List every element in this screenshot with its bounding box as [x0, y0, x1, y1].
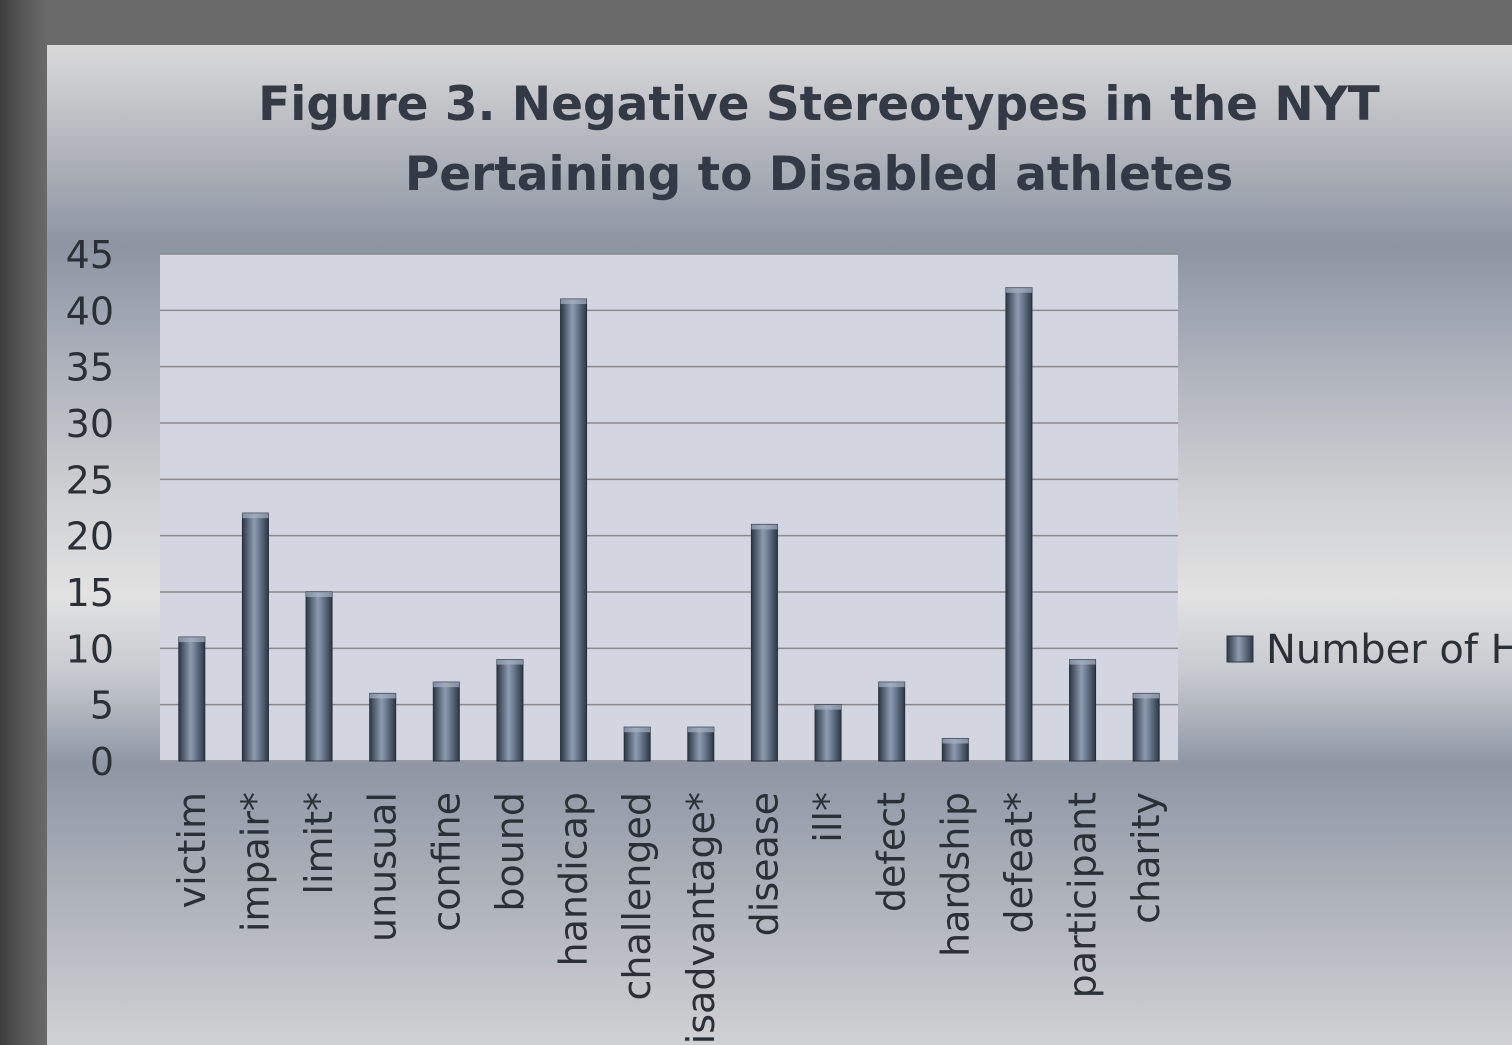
bar-cap: [942, 738, 969, 744]
x-category-label: disadvantage*: [679, 792, 723, 1045]
x-axis-labels: victim impair* limit* unusual confine bound ha…: [170, 792, 1168, 1045]
bar-defeat: [1005, 287, 1033, 762]
bar-challenged: [623, 726, 651, 762]
y-tick-label: 45: [66, 233, 114, 277]
x-category-label: bound: [488, 792, 532, 912]
legend: Number of H: [1226, 627, 1512, 673]
y-tick-label: 40: [66, 289, 114, 333]
y-tick-label: 25: [66, 458, 114, 502]
x-category-label: hardship: [933, 792, 977, 957]
x-category-label: disease: [742, 792, 786, 936]
bar-cap: [687, 727, 714, 733]
bar-disease: [750, 523, 778, 762]
bar-cap: [369, 693, 396, 699]
x-category-label: defect: [870, 792, 914, 912]
x-category-label: confine: [424, 792, 468, 932]
bar-cap: [242, 513, 269, 519]
bar-cap: [878, 682, 905, 688]
y-tick-label: 15: [66, 571, 114, 615]
bar-cap: [751, 524, 778, 530]
bar-victim: [178, 636, 206, 762]
bar-limit: [305, 591, 333, 762]
y-tick-label: 0: [90, 740, 114, 784]
legend-label: Number of H: [1266, 627, 1512, 673]
x-category-label: handicap: [552, 792, 596, 966]
bars: [178, 287, 1160, 762]
bar-cap: [1133, 693, 1160, 699]
bar-cap: [815, 704, 842, 710]
y-tick-label: 5: [90, 684, 114, 728]
x-category-label: victim: [170, 792, 214, 908]
x-category-label: limit*: [297, 792, 341, 895]
bar-impair: [241, 512, 269, 762]
x-category-label: charity: [1124, 792, 1168, 924]
y-axis-ticks: 0 5 10 15 20 25 30 35 40 45: [66, 233, 114, 784]
bar-handicap: [560, 298, 588, 762]
bar-cap: [624, 727, 651, 733]
x-category-label: ill*: [806, 792, 850, 843]
x-category-label: defeat*: [997, 792, 1041, 933]
bar-bound: [496, 659, 524, 762]
bar-cap: [178, 637, 205, 643]
bar-cap: [1069, 659, 1096, 665]
bar-cap: [306, 592, 333, 597]
y-tick-label: 10: [66, 627, 114, 671]
bar-unusual: [369, 692, 397, 762]
chart-title: Figure 3. Negative Stereotypes in the NY…: [258, 77, 1380, 202]
bar-confine: [432, 681, 460, 762]
bar-cap: [496, 659, 523, 665]
x-category-label: participant: [1061, 792, 1105, 998]
bar-defect: [878, 681, 906, 762]
bar-cap: [560, 299, 587, 305]
y-tick-label: 35: [66, 346, 114, 390]
bar-participant: [1069, 659, 1097, 762]
bar-cap: [433, 682, 460, 688]
bar-disadvantage: [687, 726, 715, 762]
y-tick-label: 20: [66, 515, 114, 559]
bar-charity: [1132, 692, 1160, 762]
x-category-label: unusual: [361, 792, 405, 942]
y-tick-label: 30: [66, 402, 114, 446]
legend-swatch: [1226, 635, 1254, 663]
chart-title-line-2: Pertaining to Disabled athletes: [405, 147, 1233, 202]
x-category-label: impair*: [233, 792, 277, 932]
chart-title-line-1: Figure 3. Negative Stereotypes in the NY…: [258, 77, 1380, 132]
bar-ill: [814, 704, 842, 762]
x-category-label: challenged: [615, 792, 659, 1000]
bar-cap: [1005, 287, 1032, 293]
